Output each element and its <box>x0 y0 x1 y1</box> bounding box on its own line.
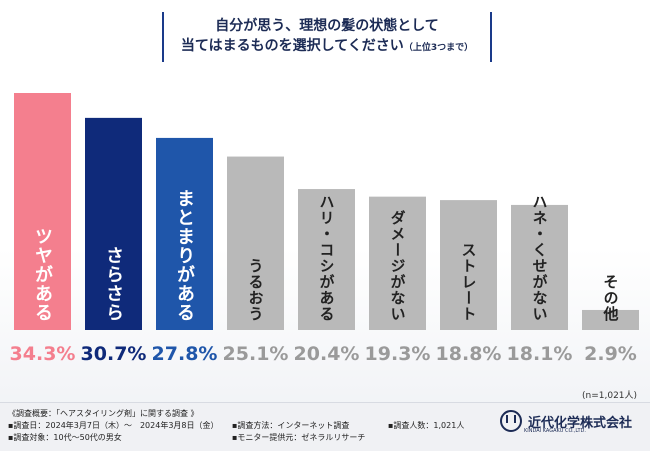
bar-label-8: ハネ・くせがない <box>531 194 549 322</box>
bar-label-5: ハリ・コシがある <box>318 194 336 322</box>
bar-label-9: その他 <box>602 274 620 322</box>
bar-label-3: まとまりがある <box>174 189 195 322</box>
bar-5 <box>298 189 355 330</box>
bar-chart: ツヤがある 34.3% さらさら 30.7% まとまりがある 27.8% うるおう 25.1%… <box>10 93 639 365</box>
bar-8 <box>511 204 568 330</box>
value-label-3: 27.8% <box>152 343 218 365</box>
value-label-8: 18.1% <box>507 343 573 365</box>
value-label-1: 34.3% <box>10 343 76 365</box>
value-label-6: 19.3% <box>365 343 431 365</box>
value-label-4: 25.1% <box>223 343 289 365</box>
title-note: （上位3つまで） <box>403 43 474 53</box>
value-label-5: 20.4% <box>294 343 360 365</box>
title-line-2-text: 当てはまるものを選択してください <box>180 38 404 54</box>
bar-9 <box>582 309 639 330</box>
company-name-en: KINDAI KAGAKU CO.,LTD. <box>524 428 586 434</box>
bar-label-2: さらさら <box>103 246 124 322</box>
survey-date: ▪調査日：2024年3月7日（木）～ 2024年3月8日（金） <box>8 421 219 430</box>
survey-target: ▪調査対象：10代～50代の男女 <box>8 433 122 442</box>
bar-4 <box>227 156 284 330</box>
bar-6 <box>369 196 426 330</box>
bar-3 <box>156 137 213 330</box>
survey-footer: 《調査概要：「ヘアスタイリング剤」に関する調査 》 ▪調査日：2024年3月7日… <box>0 402 650 451</box>
company-mark-icon <box>500 410 522 432</box>
bar-7 <box>440 200 497 330</box>
title-line-2: 当てはまるものを選択してください（上位3つまで） <box>181 36 473 58</box>
value-label-7: 18.8% <box>436 343 502 365</box>
company-logo: 近代化学株式会社 KINDAI KAGAKU CO.,LTD. <box>500 410 633 434</box>
chart-title: 自分が思う、理想の髪の状態として 当てはまるものを選択してください（上位3つまで… <box>162 12 492 62</box>
company-name: 近代化学株式会社 <box>528 415 633 431</box>
bar-1 <box>14 93 71 330</box>
value-label-9: 2.9% <box>584 343 637 365</box>
survey-method: ▪調査方法：インターネット調査 <box>232 421 350 430</box>
survey-provider: ▪モニター提供元：ゼネラルリサーチ <box>232 433 366 442</box>
sample-size-note: (n=1,021人) <box>582 391 638 401</box>
bar-label-6: ダメージがない <box>389 209 407 322</box>
bar-label-4: うるおう <box>247 258 265 322</box>
bar-label-1: ツヤがある <box>32 227 53 322</box>
survey-overview: 《調査概要：「ヘアスタイリング剤」に関する調査 》 <box>8 409 199 418</box>
survey-count: ▪調査人数：1,021人 <box>388 421 465 430</box>
bar-label-7: ストレート <box>460 242 478 322</box>
bar-2 <box>85 117 142 330</box>
title-line-1: 自分が思う、理想の髪の状態として <box>215 18 439 34</box>
value-label-2: 30.7% <box>81 343 147 365</box>
